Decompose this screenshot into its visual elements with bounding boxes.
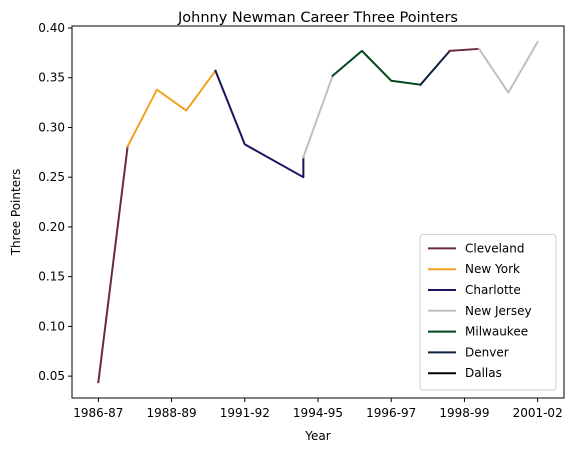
series-line-new-jersey-7 xyxy=(477,40,540,94)
legend-label: Charlotte xyxy=(465,283,521,297)
series-line-milwaukee-4 xyxy=(331,49,422,86)
legend-label: Denver xyxy=(465,345,509,359)
x-axis-label: Year xyxy=(304,429,330,443)
x-tick-label: 2001-02 xyxy=(513,406,563,420)
series-line-cleveland-0 xyxy=(97,145,129,384)
y-tick-label: 0.10 xyxy=(38,319,65,333)
series-line-charlotte-2 xyxy=(214,69,305,179)
series-line-denver-5 xyxy=(419,49,452,87)
plot-lines xyxy=(97,40,540,384)
legend: Cleveland New York Charlotte New Jersey Milw… xyxy=(419,233,557,391)
legend-label: New York xyxy=(465,262,520,276)
x-tick-label: 1996-97 xyxy=(366,406,416,420)
x-tick-label: 1986-87 xyxy=(73,406,123,420)
series-line-new-jersey-3 xyxy=(302,74,334,159)
y-axis-label: Three Pointers xyxy=(9,169,23,257)
legend-label: Dallas xyxy=(465,366,502,380)
legend-frame xyxy=(419,233,557,391)
y-tick-label: 0.25 xyxy=(38,170,65,184)
x-tick-label: 1991-92 xyxy=(220,406,270,420)
x-axis: 1986-87 1988-89 1991-92 1994-95 1996-97 1998-… xyxy=(73,398,563,420)
legend-label: Cleveland xyxy=(465,241,525,255)
legend-label: Milwaukee xyxy=(465,325,528,339)
y-tick-label: 0.15 xyxy=(38,270,65,284)
y-tick-label: 0.35 xyxy=(38,71,65,85)
x-tick-label: 1994-95 xyxy=(293,406,343,420)
x-tick-label: 1988-89 xyxy=(147,406,197,420)
y-tick-label: 0.05 xyxy=(38,369,65,383)
series-line-new-york-1 xyxy=(126,69,217,148)
y-tick-label: 0.20 xyxy=(38,220,65,234)
legend-label: New Jersey xyxy=(465,304,532,318)
y-tick-label: 0.40 xyxy=(38,21,65,35)
y-axis: 0.05 0.10 0.15 0.20 0.25 0.30 0.35 0.40 xyxy=(38,21,72,383)
series-line-cleveland-6 xyxy=(448,47,481,52)
x-tick-label: 1998-99 xyxy=(439,406,489,420)
chart-title: Johnny Newman Career Three Pointers xyxy=(177,10,458,26)
y-tick-label: 0.30 xyxy=(38,120,65,134)
